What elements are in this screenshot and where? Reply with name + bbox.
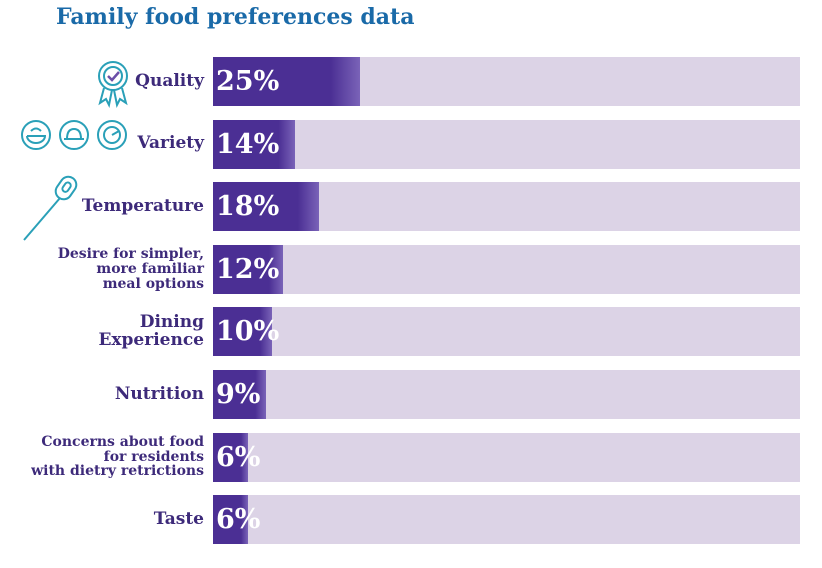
- value-label: 9%: [216, 379, 261, 410]
- bar-track: [213, 307, 800, 357]
- icons: [21, 61, 128, 241]
- category-label: Desire for simpler, more familiar meal o…: [57, 246, 204, 292]
- bar: [213, 182, 319, 232]
- category-label: Dining Experience: [98, 312, 204, 350]
- value-label: 6%: [216, 504, 261, 536]
- value-label: 18%: [216, 191, 280, 223]
- variety-icons: [21, 120, 127, 150]
- value-label: 12%: [216, 253, 280, 285]
- bar: [213, 307, 272, 357]
- bar-track: [213, 244, 800, 294]
- bar-track: [213, 495, 800, 545]
- bar: [213, 432, 249, 482]
- category-label: Nutrition: [114, 383, 204, 404]
- category-label: Quality: [135, 70, 204, 91]
- bar-track: [213, 119, 800, 169]
- category-label: Taste: [153, 508, 204, 529]
- value-label: 10%: [216, 316, 280, 348]
- quality-icon: [98, 61, 128, 109]
- bar: [213, 244, 284, 294]
- bar-track: [213, 370, 800, 419]
- bar: [213, 495, 249, 545]
- bar: [213, 119, 296, 169]
- category-label: Concerns about food for residents with d…: [31, 434, 204, 480]
- value-label: 14%: [216, 128, 280, 160]
- chart-title: Family food preferences data: [56, 4, 415, 30]
- bar: [213, 57, 360, 106]
- category-label: Temperature: [81, 195, 204, 216]
- bar-track: [213, 432, 800, 482]
- thermometer-icon: [23, 175, 78, 241]
- bar: [213, 370, 266, 419]
- value-label: 6%: [216, 441, 261, 473]
- value-label: 25%: [216, 66, 280, 97]
- category-label: Variety: [137, 133, 204, 154]
